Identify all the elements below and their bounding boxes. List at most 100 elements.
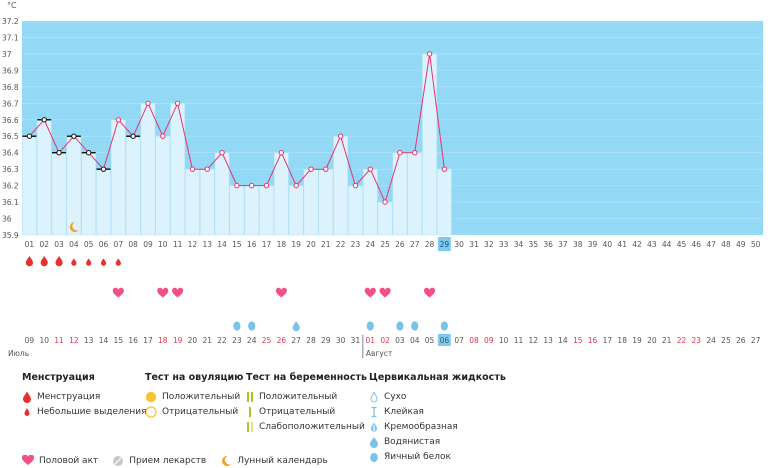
temperature-point[interactable]	[426, 51, 433, 57]
legend-watery: Водянистая	[369, 434, 506, 449]
cycle-day-label: 41	[617, 240, 627, 249]
temperature-bar	[377, 201, 393, 236]
date-labels: 09 10 11 12 13 14 15 16 17 18 19 20 21 22 23 24 25 26 27 28…	[8, 334, 761, 358]
temperature-point[interactable]	[219, 149, 225, 156]
temperature-bar	[66, 135, 82, 236]
temperature-bar	[244, 185, 260, 236]
legend-pregnancy-positive: Положительный	[246, 389, 367, 404]
legend-watery-label: Водянистая	[384, 436, 441, 447]
temperature-point[interactable]	[115, 117, 122, 123]
temperature-point[interactable]	[263, 182, 270, 189]
temperature-point[interactable]	[367, 166, 373, 172]
cycle-day-label: 35	[529, 240, 539, 249]
temperature-bar	[199, 168, 215, 236]
yellow-circle-icon	[145, 391, 157, 402]
egg-white-icon	[411, 321, 419, 331]
heart-icon	[424, 287, 436, 298]
legend-ovulation-negative-label: Отрицательный	[162, 406, 239, 417]
cycle-day-label: 19	[291, 240, 301, 249]
temperature-point[interactable]	[337, 133, 344, 139]
temperature-point[interactable]	[323, 166, 329, 172]
cycle-day-label: 08	[128, 240, 138, 249]
legend-sticky-label: Клейкая	[384, 406, 424, 417]
date-label: 02	[380, 336, 390, 345]
date-label: 18	[617, 336, 627, 345]
spotting-drop-icon	[71, 258, 77, 266]
date-label: 12	[529, 336, 539, 345]
temperature-point[interactable]	[26, 133, 33, 139]
y-tick-label: 37.1	[2, 33, 19, 42]
temperature-point[interactable]	[412, 149, 418, 156]
date-label: 23	[232, 336, 242, 345]
temperature-point[interactable]	[234, 182, 240, 189]
date-label: 21	[202, 336, 212, 345]
temperature-bar	[51, 152, 67, 236]
temperature-point[interactable]	[441, 166, 448, 172]
bbt-chart: °C 37.2 37.1 37 36.9 36.8 36.7 36.6 36.5 36.4 36.…	[2, 1, 763, 358]
legend-spotting-label: Небольшие выделения	[37, 406, 147, 417]
small-red-drop-icon	[24, 407, 30, 416]
temperature-point[interactable]	[293, 182, 299, 189]
date-label: 21	[662, 336, 672, 345]
temperature-bar	[185, 168, 200, 236]
egg-white-icon	[233, 321, 241, 331]
cycle-day-label: 12	[188, 240, 198, 249]
temperature-point[interactable]	[41, 117, 47, 123]
temperature-point[interactable]	[352, 182, 359, 189]
temperature-point[interactable]	[308, 166, 314, 172]
temperature-point[interactable]	[189, 166, 196, 172]
temperature-point[interactable]	[56, 149, 62, 156]
y-tick-label: 37.2	[2, 17, 19, 26]
temperature-bar	[96, 168, 111, 236]
date-label: 28	[306, 336, 316, 345]
temperature-point[interactable]	[278, 149, 285, 156]
legend-pregnancy: Тест на беременность Положительный Отриц…	[246, 372, 367, 434]
temperature-point[interactable]	[160, 133, 166, 139]
cycle-day-label: 50	[751, 240, 761, 249]
legend-moon-label: Лунный календарь	[237, 455, 328, 466]
legend-egg-white-label: Яичный белок	[384, 451, 451, 462]
y-tick-label: 36.3	[2, 165, 19, 174]
cycle-day-label: 32	[484, 240, 494, 249]
temperature-bar	[81, 152, 97, 236]
spotting-drop-icon	[115, 258, 121, 266]
cycle-day-label: 33	[499, 240, 509, 249]
legend-egg-white: Яичный белок	[369, 449, 506, 464]
y-tick-label: 36.6	[2, 116, 19, 125]
temperature-point[interactable]	[397, 149, 403, 156]
date-label: 07	[454, 336, 464, 345]
date-label: 05	[425, 336, 435, 345]
heart-icon	[157, 287, 169, 298]
cycle-day-label: 26	[395, 240, 405, 249]
heart-icon	[112, 287, 124, 298]
cycle-day-label: 48	[721, 240, 731, 249]
menstruation-drop-icon	[40, 256, 48, 267]
date-label: 14	[558, 336, 568, 345]
temperature-point[interactable]	[130, 133, 136, 139]
temperature-point[interactable]	[382, 199, 388, 205]
date-label: 27	[751, 336, 761, 345]
cycle-day-label: 04	[69, 240, 79, 249]
legend-creamy-label: Кремообразная	[384, 421, 458, 432]
legend-intercourse: Половой акт	[22, 453, 98, 468]
temperature-point[interactable]	[85, 149, 92, 156]
current-date-highlight	[437, 334, 451, 346]
cycle-day-label: 28	[425, 240, 435, 249]
temperature-point[interactable]	[204, 166, 210, 172]
legend-pregnancy-positive-label: Положительный	[259, 391, 338, 402]
current-day-highlight	[437, 237, 451, 251]
temperature-point[interactable]	[145, 100, 151, 107]
cycle-day-label: 10	[158, 240, 168, 249]
date-label: 17	[143, 336, 153, 345]
legend-pregnancy-weak: Слабоположительный	[246, 419, 367, 434]
temperature-point[interactable]	[100, 166, 107, 172]
temperature-point[interactable]	[249, 182, 255, 189]
temperature-point[interactable]	[71, 133, 77, 139]
cycle-day-label: 45	[677, 240, 687, 249]
y-axis-ticks: 37.2 37.1 37 36.9 36.8 36.7 36.6 36.5 36.4 36.3 36…	[2, 17, 19, 240]
cycle-day-label: 38	[573, 240, 583, 249]
legend-dry: Сухо	[369, 389, 506, 404]
temperature-point[interactable]	[174, 100, 181, 107]
date-label: 12	[69, 336, 79, 345]
date-label: 26	[736, 336, 746, 345]
